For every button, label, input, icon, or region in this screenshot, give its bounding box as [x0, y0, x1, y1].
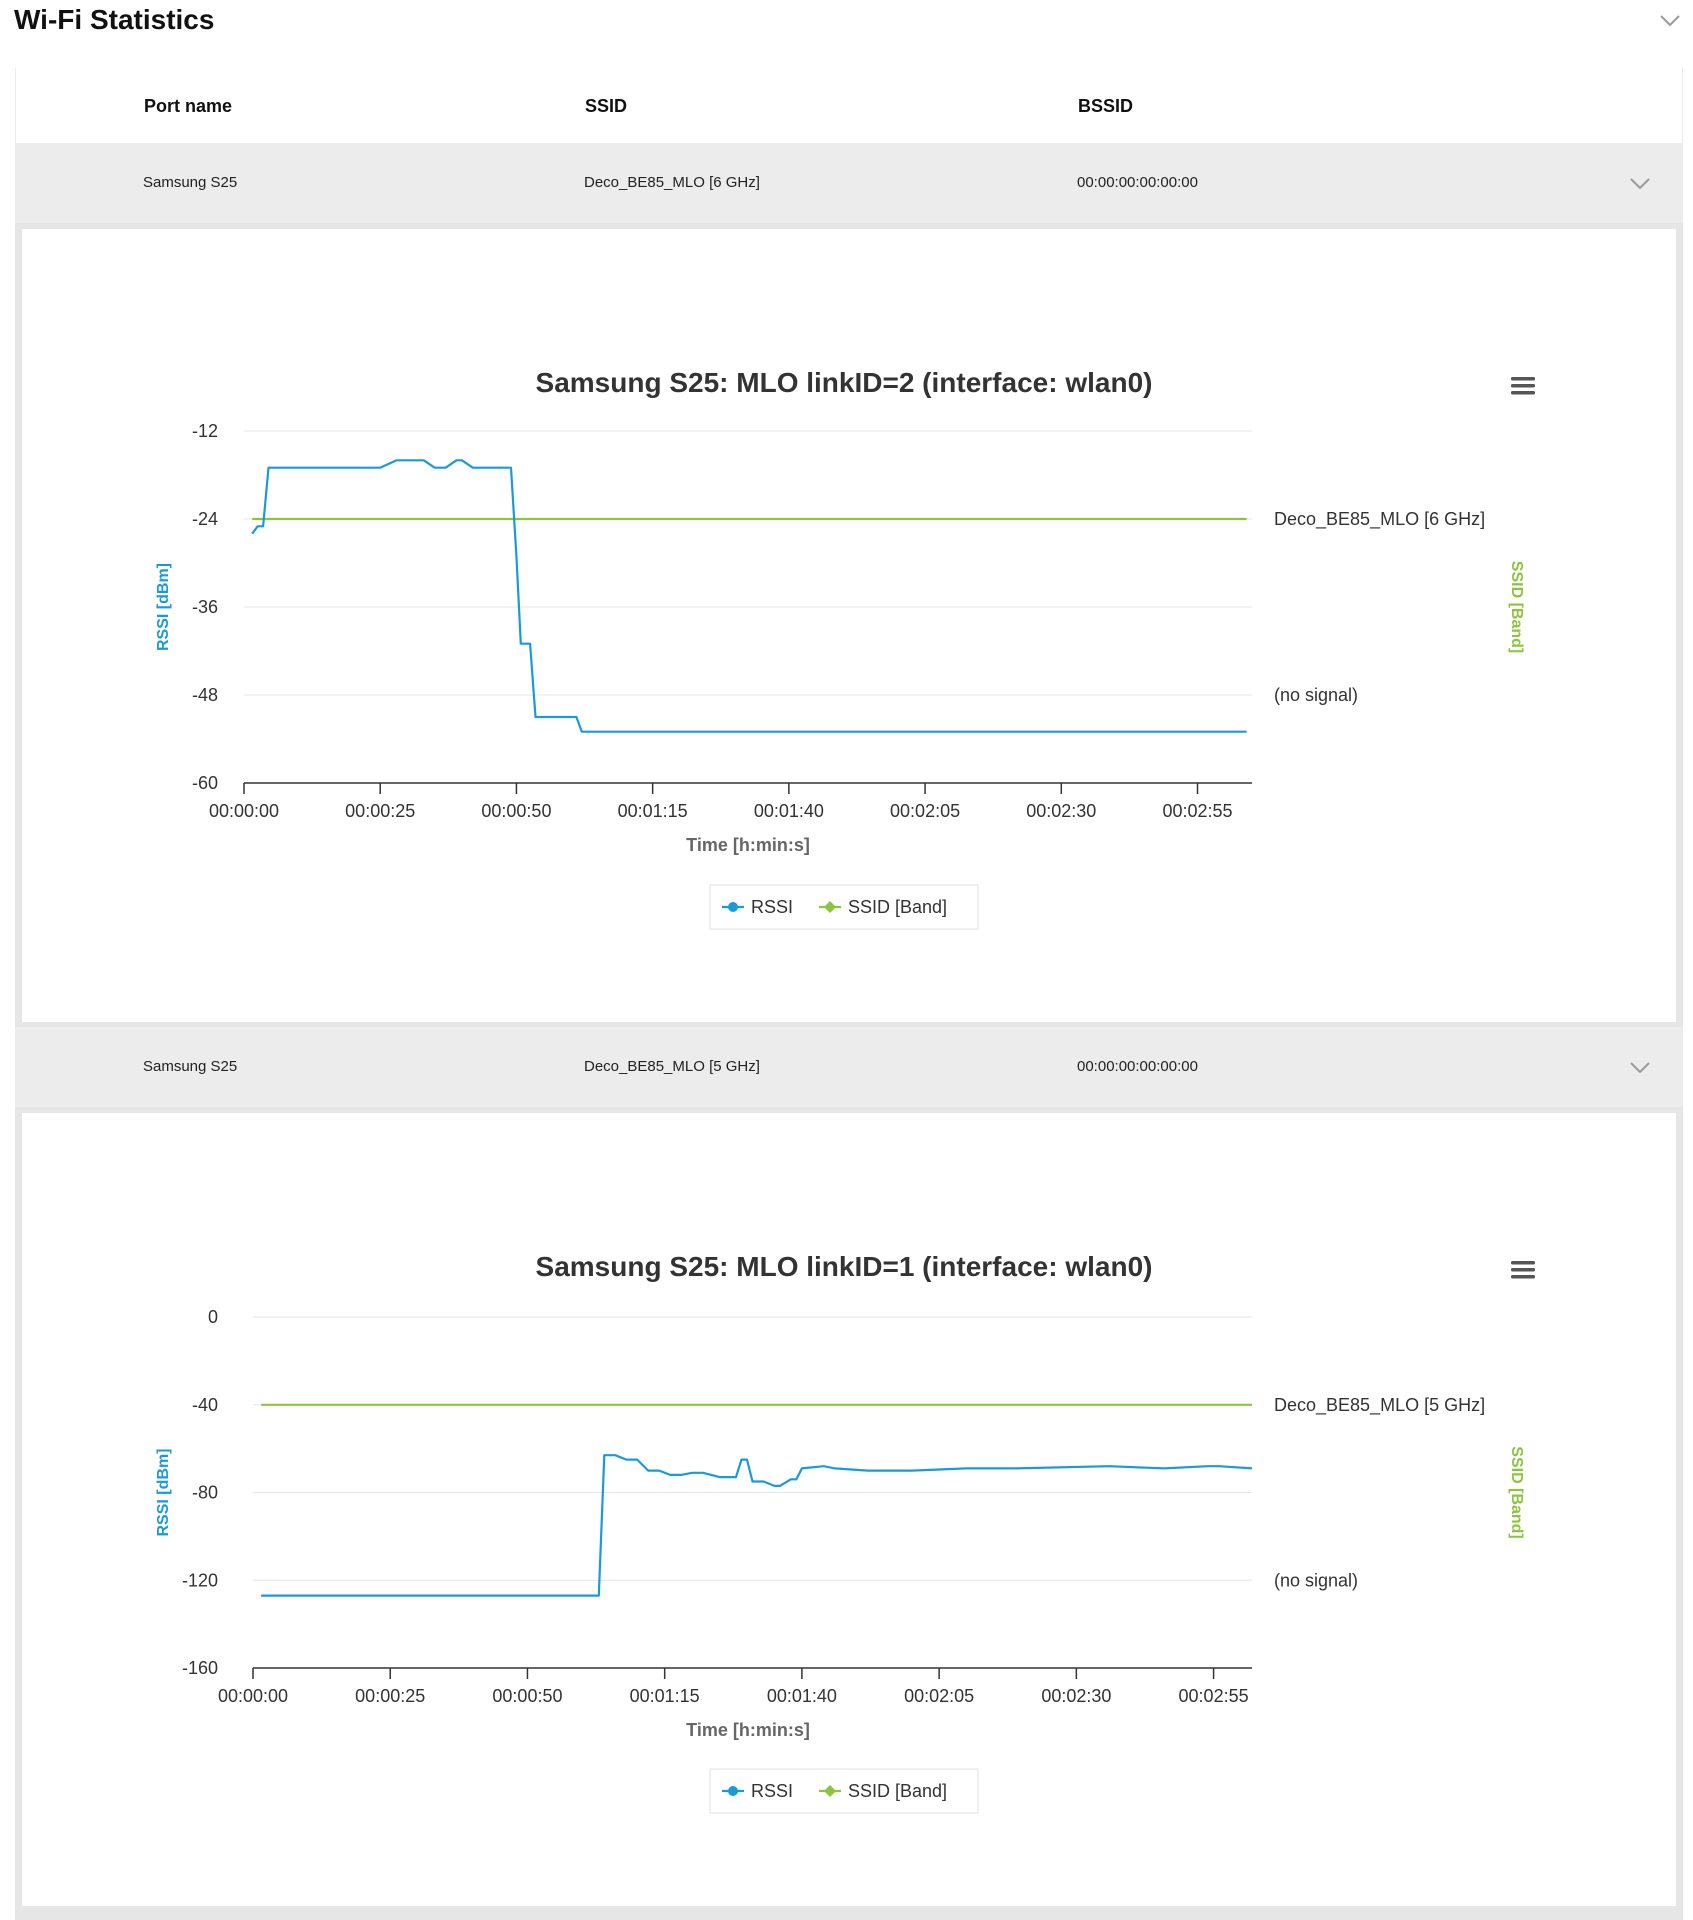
- x-tick-label: 00:02:55: [1179, 1686, 1249, 1706]
- y-tick-label: 0: [208, 1307, 218, 1327]
- x-tick-label: 00:02:30: [1041, 1686, 1111, 1706]
- x-tick-label: 00:02:55: [1162, 801, 1232, 821]
- legend-item[interactable]: RSSI: [722, 897, 793, 917]
- y-tick-label: -60: [192, 773, 218, 793]
- legend-label: SSID [Band]: [848, 1781, 947, 1801]
- chart-title: Samsung S25: MLO linkID=2 (interface: wl…: [536, 367, 1153, 398]
- y-tick-label: -80: [192, 1483, 218, 1503]
- legend-label: SSID [Band]: [848, 897, 947, 917]
- chart-title: Samsung S25: MLO linkID=1 (interface: wl…: [536, 1251, 1153, 1282]
- x-tick-label: 00:00:50: [481, 801, 551, 821]
- chart-card: Samsung S25: MLO linkID=2 (interface: wl…: [22, 229, 1676, 1022]
- ssid-cell: Deco_BE85_MLO [5 GHz]: [584, 1058, 760, 1075]
- legend-item[interactable]: SSID [Band]: [819, 1781, 947, 1801]
- y-tick-label: -12: [192, 421, 218, 441]
- ssid-cell: Deco_BE85_MLO [6 GHz]: [584, 174, 760, 191]
- x-tick-label: 00:01:40: [767, 1686, 837, 1706]
- x-tick-label: 00:00:00: [209, 801, 279, 821]
- series-line-rssi: [261, 1454, 1253, 1597]
- x-tick-label: 00:00:25: [345, 801, 415, 821]
- port-name-cell: Samsung S25: [143, 1058, 238, 1075]
- table-row[interactable]: Samsung S25 Deco_BE85_MLO [6 GHz] 00:00:…: [15, 143, 1683, 223]
- legend-item[interactable]: SSID [Band]: [819, 897, 947, 917]
- column-header-port-name: Port name: [144, 96, 233, 116]
- x-tick-label: 00:01:15: [630, 1686, 700, 1706]
- legend-marker: [728, 1786, 738, 1796]
- x-tick-label: 00:02:05: [890, 801, 960, 821]
- rssi-chart: Samsung S25: MLO linkID=2 (interface: wl…: [155, 367, 1535, 930]
- legend-marker: [824, 901, 836, 913]
- section-header: Wi-Fi Statistics: [0, 0, 1693, 42]
- legend-box: [709, 884, 979, 930]
- chart-legend: RSSI SSID [Band]: [709, 1768, 979, 1814]
- y2-category-label: Deco_BE85_MLO [5 GHz]: [1274, 1395, 1485, 1416]
- chart-legend: RSSI SSID [Band]: [709, 884, 979, 930]
- y2-axis-title: SSID [Band]: [1508, 561, 1525, 653]
- legend-box: [709, 1768, 979, 1814]
- port-name-cell: Samsung S25: [143, 174, 238, 191]
- y-axis-title: RSSI [dBm]: [155, 563, 172, 651]
- chevron-down-icon[interactable]: [1628, 171, 1652, 195]
- legend-marker: [728, 902, 738, 912]
- menu-icon-bar: [1511, 391, 1535, 395]
- bssid-cell: 00:00:00:00:00:00: [1077, 174, 1198, 191]
- y-tick-label: -24: [192, 509, 218, 529]
- x-axis-title: Time [h:min:s]: [686, 835, 810, 855]
- y-axis-title: RSSI [dBm]: [155, 1449, 172, 1537]
- x-tick-label: 00:00:50: [492, 1686, 562, 1706]
- table-header: Port name SSID BSSID: [15, 68, 1683, 143]
- x-tick-label: 00:00:00: [218, 1686, 288, 1706]
- y-tick-label: -160: [182, 1658, 218, 1678]
- y2-category-label: (no signal): [1274, 685, 1358, 705]
- legend-marker: [824, 1785, 836, 1797]
- rssi-chart: Samsung S25: MLO linkID=1 (interface: wl…: [155, 1251, 1535, 1814]
- chart-card: Samsung S25: MLO linkID=1 (interface: wl…: [22, 1113, 1676, 1906]
- y-tick-label: -36: [192, 597, 218, 617]
- chevron-down-icon[interactable]: [1658, 8, 1682, 32]
- menu-icon[interactable]: [1511, 1261, 1535, 1279]
- menu-icon-bar: [1511, 1268, 1535, 1272]
- y-tick-label: -120: [182, 1570, 218, 1590]
- y-tick-label: -40: [192, 1395, 218, 1415]
- bssid-cell: 00:00:00:00:00:00: [1077, 1058, 1198, 1075]
- legend-item[interactable]: RSSI: [722, 1781, 793, 1801]
- x-tick-label: 00:01:15: [618, 801, 688, 821]
- y2-axis-title: SSID [Band]: [1508, 1446, 1525, 1538]
- y2-category-label: Deco_BE85_MLO [6 GHz]: [1274, 509, 1485, 530]
- y2-category-label: (no signal): [1274, 1570, 1358, 1590]
- x-tick-label: 00:02:30: [1026, 801, 1096, 821]
- x-tick-label: 00:01:40: [754, 801, 824, 821]
- y-tick-label: -48: [192, 685, 218, 705]
- legend-label: RSSI: [751, 1781, 793, 1801]
- table-row[interactable]: Samsung S25 Deco_BE85_MLO [5 GHz] 00:00:…: [15, 1027, 1683, 1107]
- series-line-rssi: [251, 459, 1247, 733]
- x-tick-label: 00:02:05: [904, 1686, 974, 1706]
- menu-icon-bar: [1511, 1275, 1535, 1279]
- column-header-bssid: BSSID: [1078, 96, 1134, 116]
- menu-icon-bar: [1511, 1261, 1535, 1265]
- menu-icon-bar: [1511, 384, 1535, 388]
- column-header-ssid: SSID: [585, 96, 628, 116]
- chevron-down-icon[interactable]: [1628, 1055, 1652, 1079]
- legend-label: RSSI: [751, 897, 793, 917]
- menu-icon[interactable]: [1511, 377, 1535, 395]
- page-title: Wi-Fi Statistics: [14, 4, 215, 35]
- x-axis-title: Time [h:min:s]: [686, 1720, 810, 1740]
- x-tick-label: 00:00:25: [355, 1686, 425, 1706]
- menu-icon-bar: [1511, 377, 1535, 381]
